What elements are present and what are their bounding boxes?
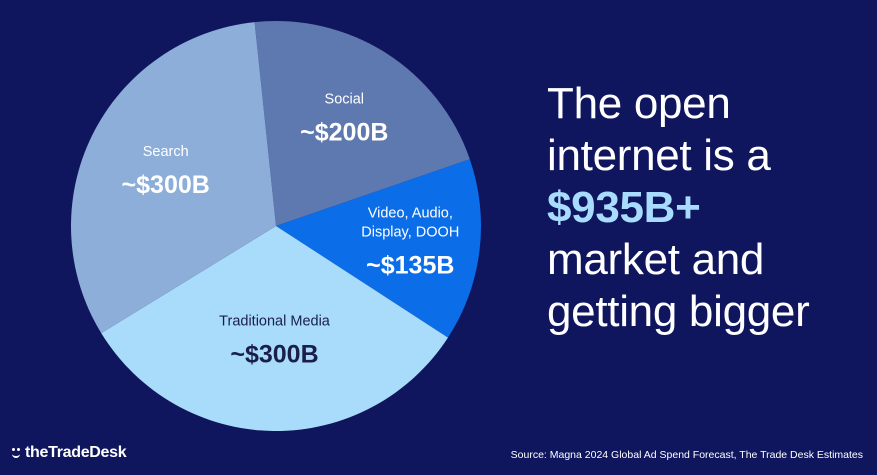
slice-name-label: Search: [143, 144, 189, 160]
slice-value-label: ~$300B: [122, 171, 210, 199]
slice-name-label: Social: [325, 91, 365, 107]
headline-line-2: internet is a: [547, 131, 771, 180]
slice-label-group: Traditional Media ~$300B: [219, 313, 331, 368]
pie-slice-traditional-media: [101, 226, 448, 431]
slice-name-label: Traditional Media: [219, 313, 331, 329]
slice-label-group: Social ~$200B: [300, 91, 388, 146]
pie-slice-search: [70, 22, 276, 334]
slice-name-label: Display, DOOH: [361, 224, 459, 240]
headline: The open internet is a $935B+ market and…: [547, 78, 867, 338]
headline-line-3: $935B+: [547, 183, 701, 232]
slice-label-group: Search ~$300B: [122, 144, 210, 199]
source-note: Source: Magna 2024 Global Ad Spend Forec…: [510, 449, 863, 461]
logo-text: theTradeDesk: [25, 444, 127, 461]
smile-icon: [12, 447, 22, 460]
headline-line-5: getting bigger: [547, 287, 810, 336]
slice-name-label: Video, Audio,: [368, 205, 453, 221]
headline-line-4: market and: [547, 235, 765, 284]
slice-label-group: Video, Audio, Display, DOOH ~$135B: [361, 205, 459, 279]
slice-value-label: ~$135B: [366, 251, 454, 279]
headline-line-1: The open: [547, 79, 731, 128]
slice-value-label: ~$300B: [230, 340, 318, 368]
pie-slice-social: [254, 21, 470, 227]
pie-chart: Social ~$200B Video, Audio, Display, DOOH ~$…: [70, 21, 481, 431]
slice-value-label: ~$200B: [300, 118, 388, 146]
pie-slice-video-audio-display-dooh: [276, 159, 481, 338]
pie-slices: [70, 21, 481, 431]
trade-desk-logo: theTradeDesk: [12, 444, 127, 462]
pie-labels: Social ~$200B Video, Audio, Display, DOOH ~$…: [122, 91, 460, 368]
